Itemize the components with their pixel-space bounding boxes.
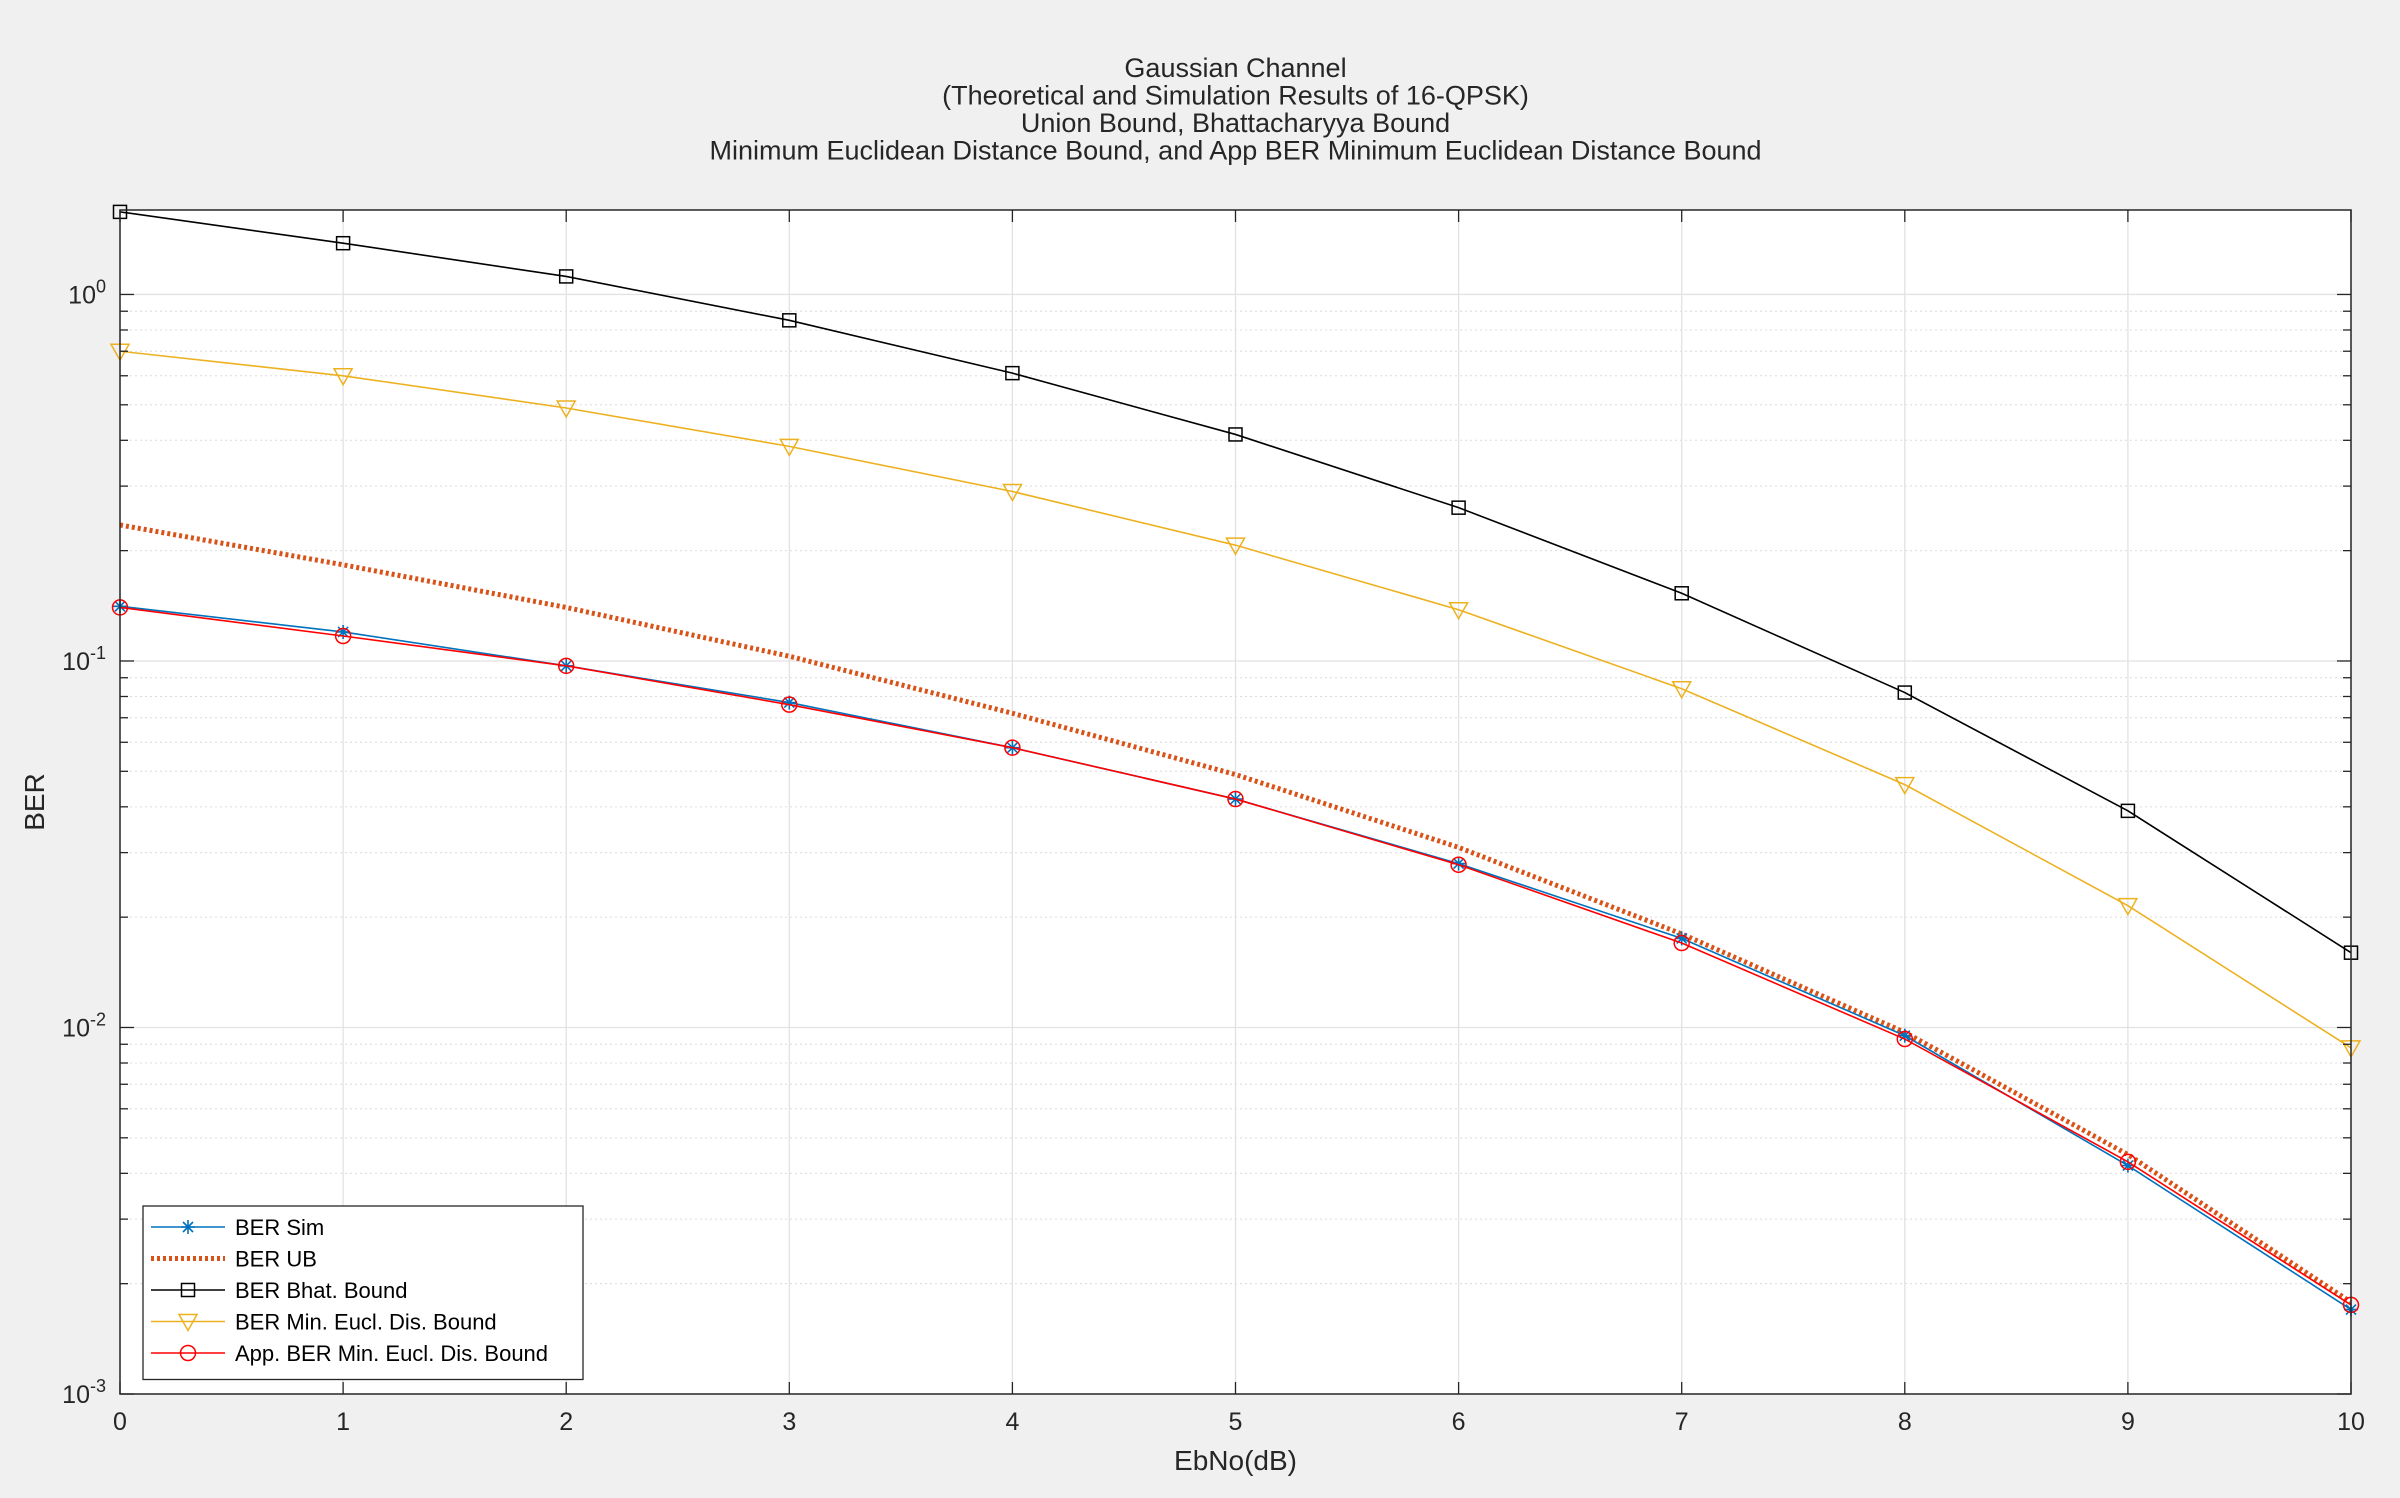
legend-label: BER Min. Eucl. Dis. Bound [235,1310,497,1335]
x-tick-label: 9 [2121,1408,2135,1436]
data-point [2120,1158,2135,1173]
y-tick-label: 10-3 [62,1376,106,1409]
series-line [119,522,2353,1305]
legend-item: BER Sim [151,1215,324,1240]
x-tick-label: 7 [1675,1408,1689,1436]
data-point [782,695,797,710]
y-tick-label: 10-1 [62,643,106,676]
series-ber-min-eucl-dis-bound [109,343,2362,1059]
data-point [1896,1030,1914,1048]
x-tick-labels: 0 1 2 3 4 5 6 7 8 9 10 [113,1408,2365,1436]
legend-marker [180,1282,196,1298]
series-layer [109,204,2362,1317]
title-line: Union Bound, Bhattacharyya Bound [1021,108,1450,138]
series-line [119,606,2352,1306]
data-point [1228,427,1243,442]
data-point [335,235,351,251]
title-line: (Theoretical and Simulation Results of 1… [942,81,1529,111]
y-tick-label: 10-2 [62,1009,106,1042]
series-ber-ub [119,522,2353,1305]
data-point [1450,856,1467,873]
data-point [558,269,574,284]
data-point [336,624,351,639]
legend-label: BER UB [235,1247,317,1272]
x-tick-label: 4 [1005,1408,1019,1436]
x-tick-label: 3 [782,1408,796,1436]
legend-box [142,1205,584,1381]
data-point [557,657,575,675]
x-tick-label: 1 [336,1408,350,1436]
legend-item: BER Bhat. Bound [151,1278,407,1303]
data-point [1671,680,1692,700]
data-point [782,313,797,328]
series-line [119,211,2352,954]
data-point [1451,500,1466,515]
legend-marker [177,1313,199,1333]
legend-marker [179,1344,197,1362]
legend[interactable]: BER Sim BER UB BER Bhat. Bound BER Min. Euc… [142,1205,584,1381]
x-tick-label: 5 [1229,1408,1243,1436]
legend-marker [181,1220,195,1234]
data-point [2117,897,2139,917]
data-point [2119,1153,2137,1171]
data-point [1674,931,1689,946]
data-point [1897,1028,1912,1043]
data-point [1674,586,1689,601]
x-tick-label: 6 [1452,1408,1466,1436]
legend-item: BER UB [151,1247,317,1272]
title-line: Gaussian Channel [1124,53,1346,83]
legend-label: BER Sim [235,1215,324,1240]
data-point [1448,601,1469,621]
y-tick-labels: 100 10-1 10-2 10-3 [62,276,106,1409]
x-tick-label: 0 [113,1408,127,1436]
legend-label: BER Bhat. Bound [235,1278,407,1303]
x-tick-label: 10 [2337,1408,2365,1436]
y-axis-label: BER [19,773,50,831]
series-line [119,350,2352,1049]
data-point [1227,790,1244,808]
data-point [334,627,352,645]
data-point [555,400,577,419]
x-tick-label: 8 [1898,1408,1912,1436]
data-point [1005,365,1020,381]
legend-item: App. BER Min. Eucl. Dis. Bound [151,1341,548,1366]
x-axis-label: EbNo(dB) [1174,1445,1297,1476]
data-point [1897,685,1913,700]
y-tick-label: 100 [68,276,106,309]
data-point [1004,739,1021,756]
legend-item: BER Min. Eucl. Dis. Bound [151,1310,497,1335]
data-point [1225,537,1246,556]
x-tick-label: 2 [559,1408,573,1436]
data-point [1451,856,1466,871]
legend-label: App. BER Min. Eucl. Dis. Bound [235,1341,548,1366]
data-point [2120,803,2136,819]
data-point [1894,776,1916,796]
data-point [781,696,798,713]
data-point [332,368,354,387]
axis-ticks [119,210,2352,1395]
data-point [779,438,800,457]
data-point [1673,934,1690,952]
chart-title: Gaussian Channel(Theoretical and Simulat… [709,53,1761,166]
title-line: Minimum Euclidean Distance Bound, and Ap… [709,136,1761,166]
data-point [1002,483,1023,503]
